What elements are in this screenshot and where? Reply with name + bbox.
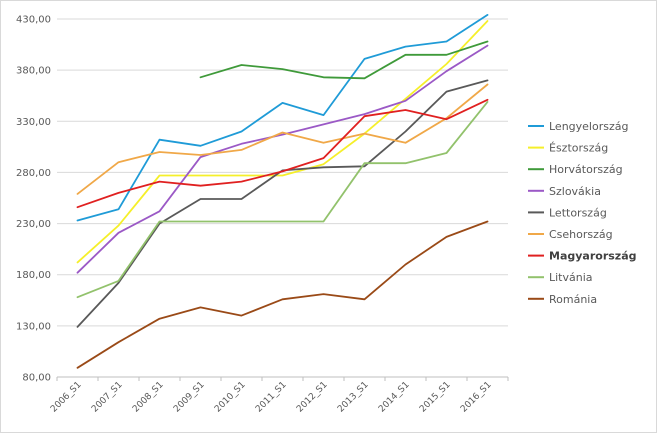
legend-label: Lengyelország	[549, 120, 628, 133]
y-tick-label: 230,00	[16, 219, 51, 230]
x-tick-label: 2007_S1	[90, 380, 125, 415]
legend-label: Románia	[549, 293, 597, 306]
series-line-szlovakia	[76, 44, 489, 274]
y-tick-label: 330,00	[16, 117, 51, 128]
y-tick-label: 380,00	[16, 66, 51, 77]
series-line-romania	[76, 220, 489, 369]
series-line-csehorszag	[76, 83, 489, 195]
series-line-litvania	[76, 101, 489, 299]
series-line-esztorszag	[76, 20, 489, 264]
legend: Lengyelország Észtország Horvátország Szlov…	[528, 120, 637, 306]
y-tick-label: 430,00	[16, 15, 51, 26]
y-tick-label: 130,00	[16, 321, 51, 332]
legend-label: Magyarország	[549, 250, 637, 263]
y-tick-label: 280,00	[16, 168, 51, 179]
y-tick-label: 180,00	[16, 270, 51, 281]
legend-label: Litvánia	[549, 271, 593, 284]
legend-label: Csehország	[549, 228, 613, 241]
series-line-magyarorszag	[76, 98, 489, 209]
x-tick-label: 2013_S1	[336, 380, 371, 415]
y-axis-tick-labels: 80,00 130,00 180,00 230,00 280,00 330,00 380,0…	[16, 15, 51, 384]
x-tick-label: 2014_S1	[377, 380, 412, 415]
series-lines	[76, 14, 489, 369]
x-tick-label: 2011_S1	[254, 380, 289, 415]
x-tick-label: 2012_S1	[295, 380, 330, 415]
series-line-lengyelorszag	[76, 14, 489, 222]
y-tick-label: 80,00	[22, 373, 51, 384]
legend-label: Lettország	[549, 206, 607, 219]
gridlines	[57, 18, 508, 378]
x-tick-label: 2010_S1	[213, 380, 248, 415]
x-tick-label: 2008_S1	[131, 380, 166, 415]
legend-label: Horvátország	[549, 163, 623, 176]
x-axis-tick-labels: 2006_S1 2007_S1 2008_S1 2009_S1 2010_S1 2011_…	[49, 377, 509, 415]
x-tick-label: 2015_S1	[418, 380, 453, 415]
legend-label: Szlovákia	[549, 185, 601, 198]
x-tick-label: 2006_S1	[49, 380, 84, 415]
x-tick-label: 2009_S1	[172, 380, 207, 415]
series-line-horvatorszag	[199, 40, 489, 80]
legend-label: Észtország	[549, 142, 608, 155]
x-tick-label: 2016_S1	[459, 380, 494, 415]
series-line-lettorszag	[76, 79, 489, 328]
